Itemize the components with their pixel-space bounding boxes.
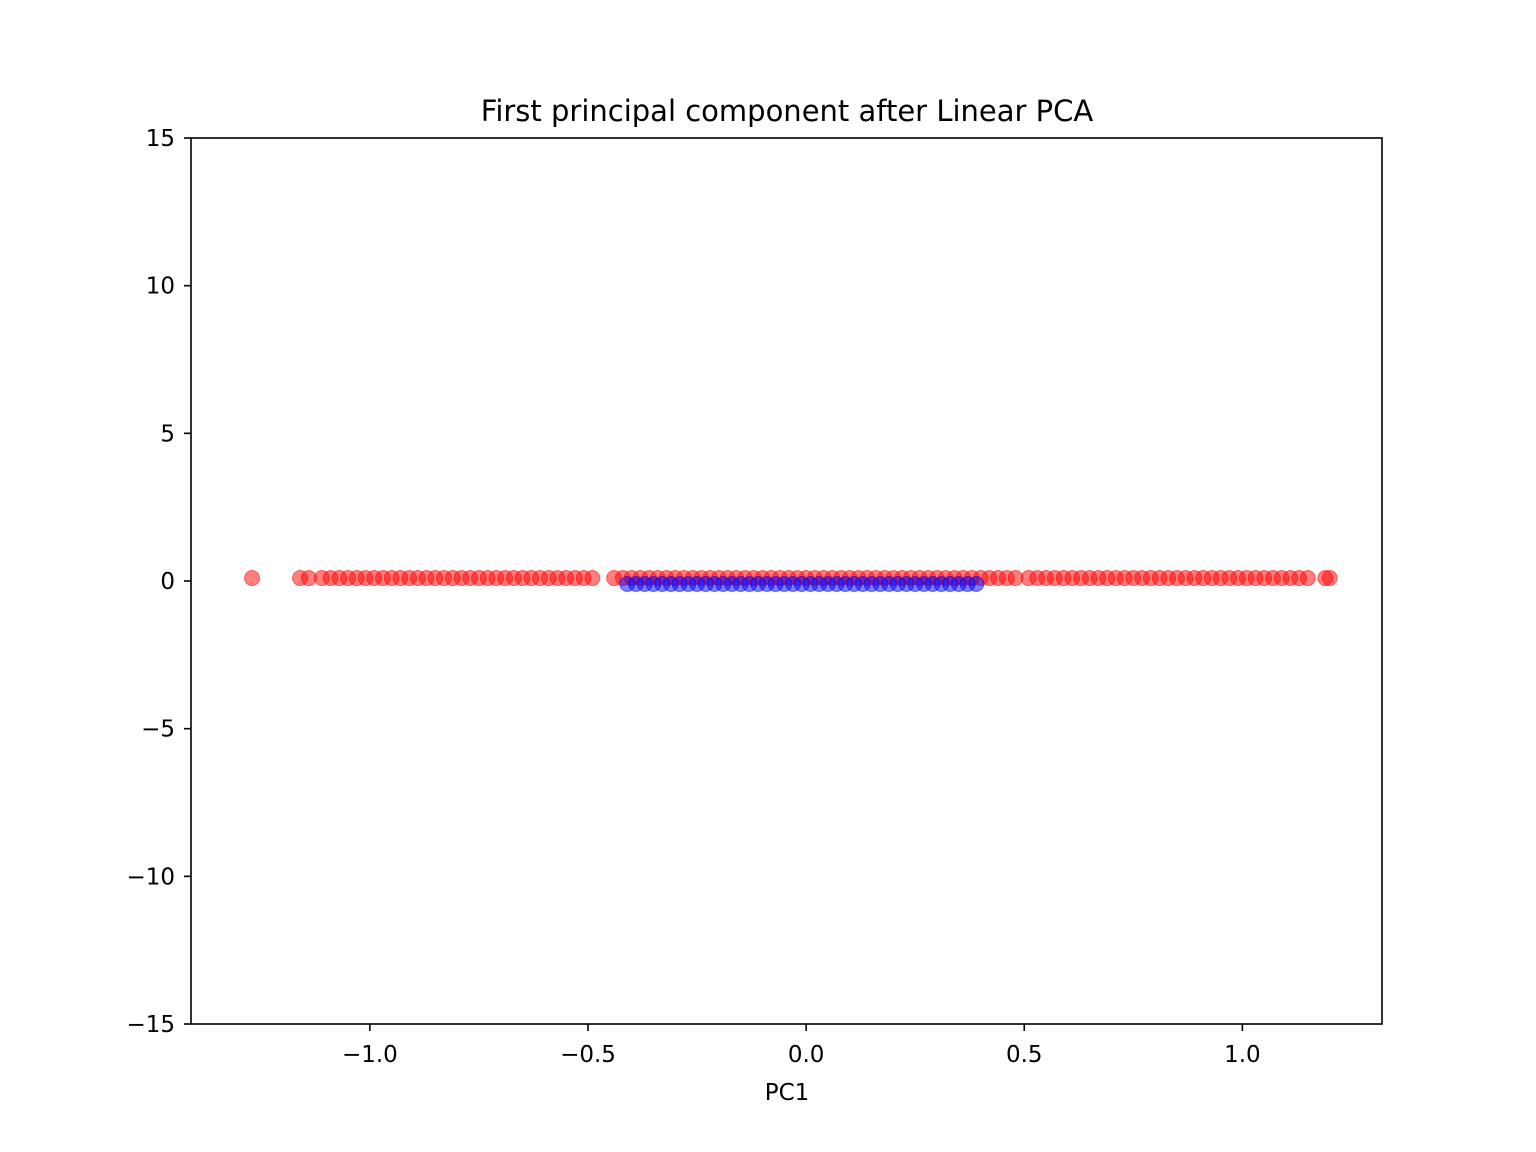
series-0-point-0 [244,570,261,587]
y-tick-label: 15 [146,126,175,152]
plot-area-frame [190,137,1383,1025]
y-tick-label: −5 [141,717,175,743]
chart-title: First principal component after Linear P… [481,94,1094,128]
data-points [244,570,1338,592]
y-tick-label: −15 [126,1012,175,1038]
y-tick-label: 0 [160,569,175,595]
axis-ticks: −1.0 −0.5 0.0 0.5 1.0 15 10 5 0 −5 −10 −15 [126,126,1260,1068]
series-0-point-116 [1321,570,1338,587]
x-tick-label: 0.0 [788,1042,825,1068]
series-1-point-40 [968,575,985,592]
x-tick-label: 1.0 [1224,1042,1261,1068]
y-tick-label: 10 [146,274,175,300]
x-tick-label: −1.0 [342,1042,398,1068]
x-tick-label: 0.5 [1006,1042,1043,1068]
y-tick-label: 5 [160,421,175,447]
series-0-point-34 [584,570,601,587]
x-tick-label: −0.5 [560,1042,616,1068]
series-0-point-114 [1299,570,1316,587]
y-tick-label: −10 [126,864,175,890]
x-axis-label: PC1 [765,1080,810,1106]
